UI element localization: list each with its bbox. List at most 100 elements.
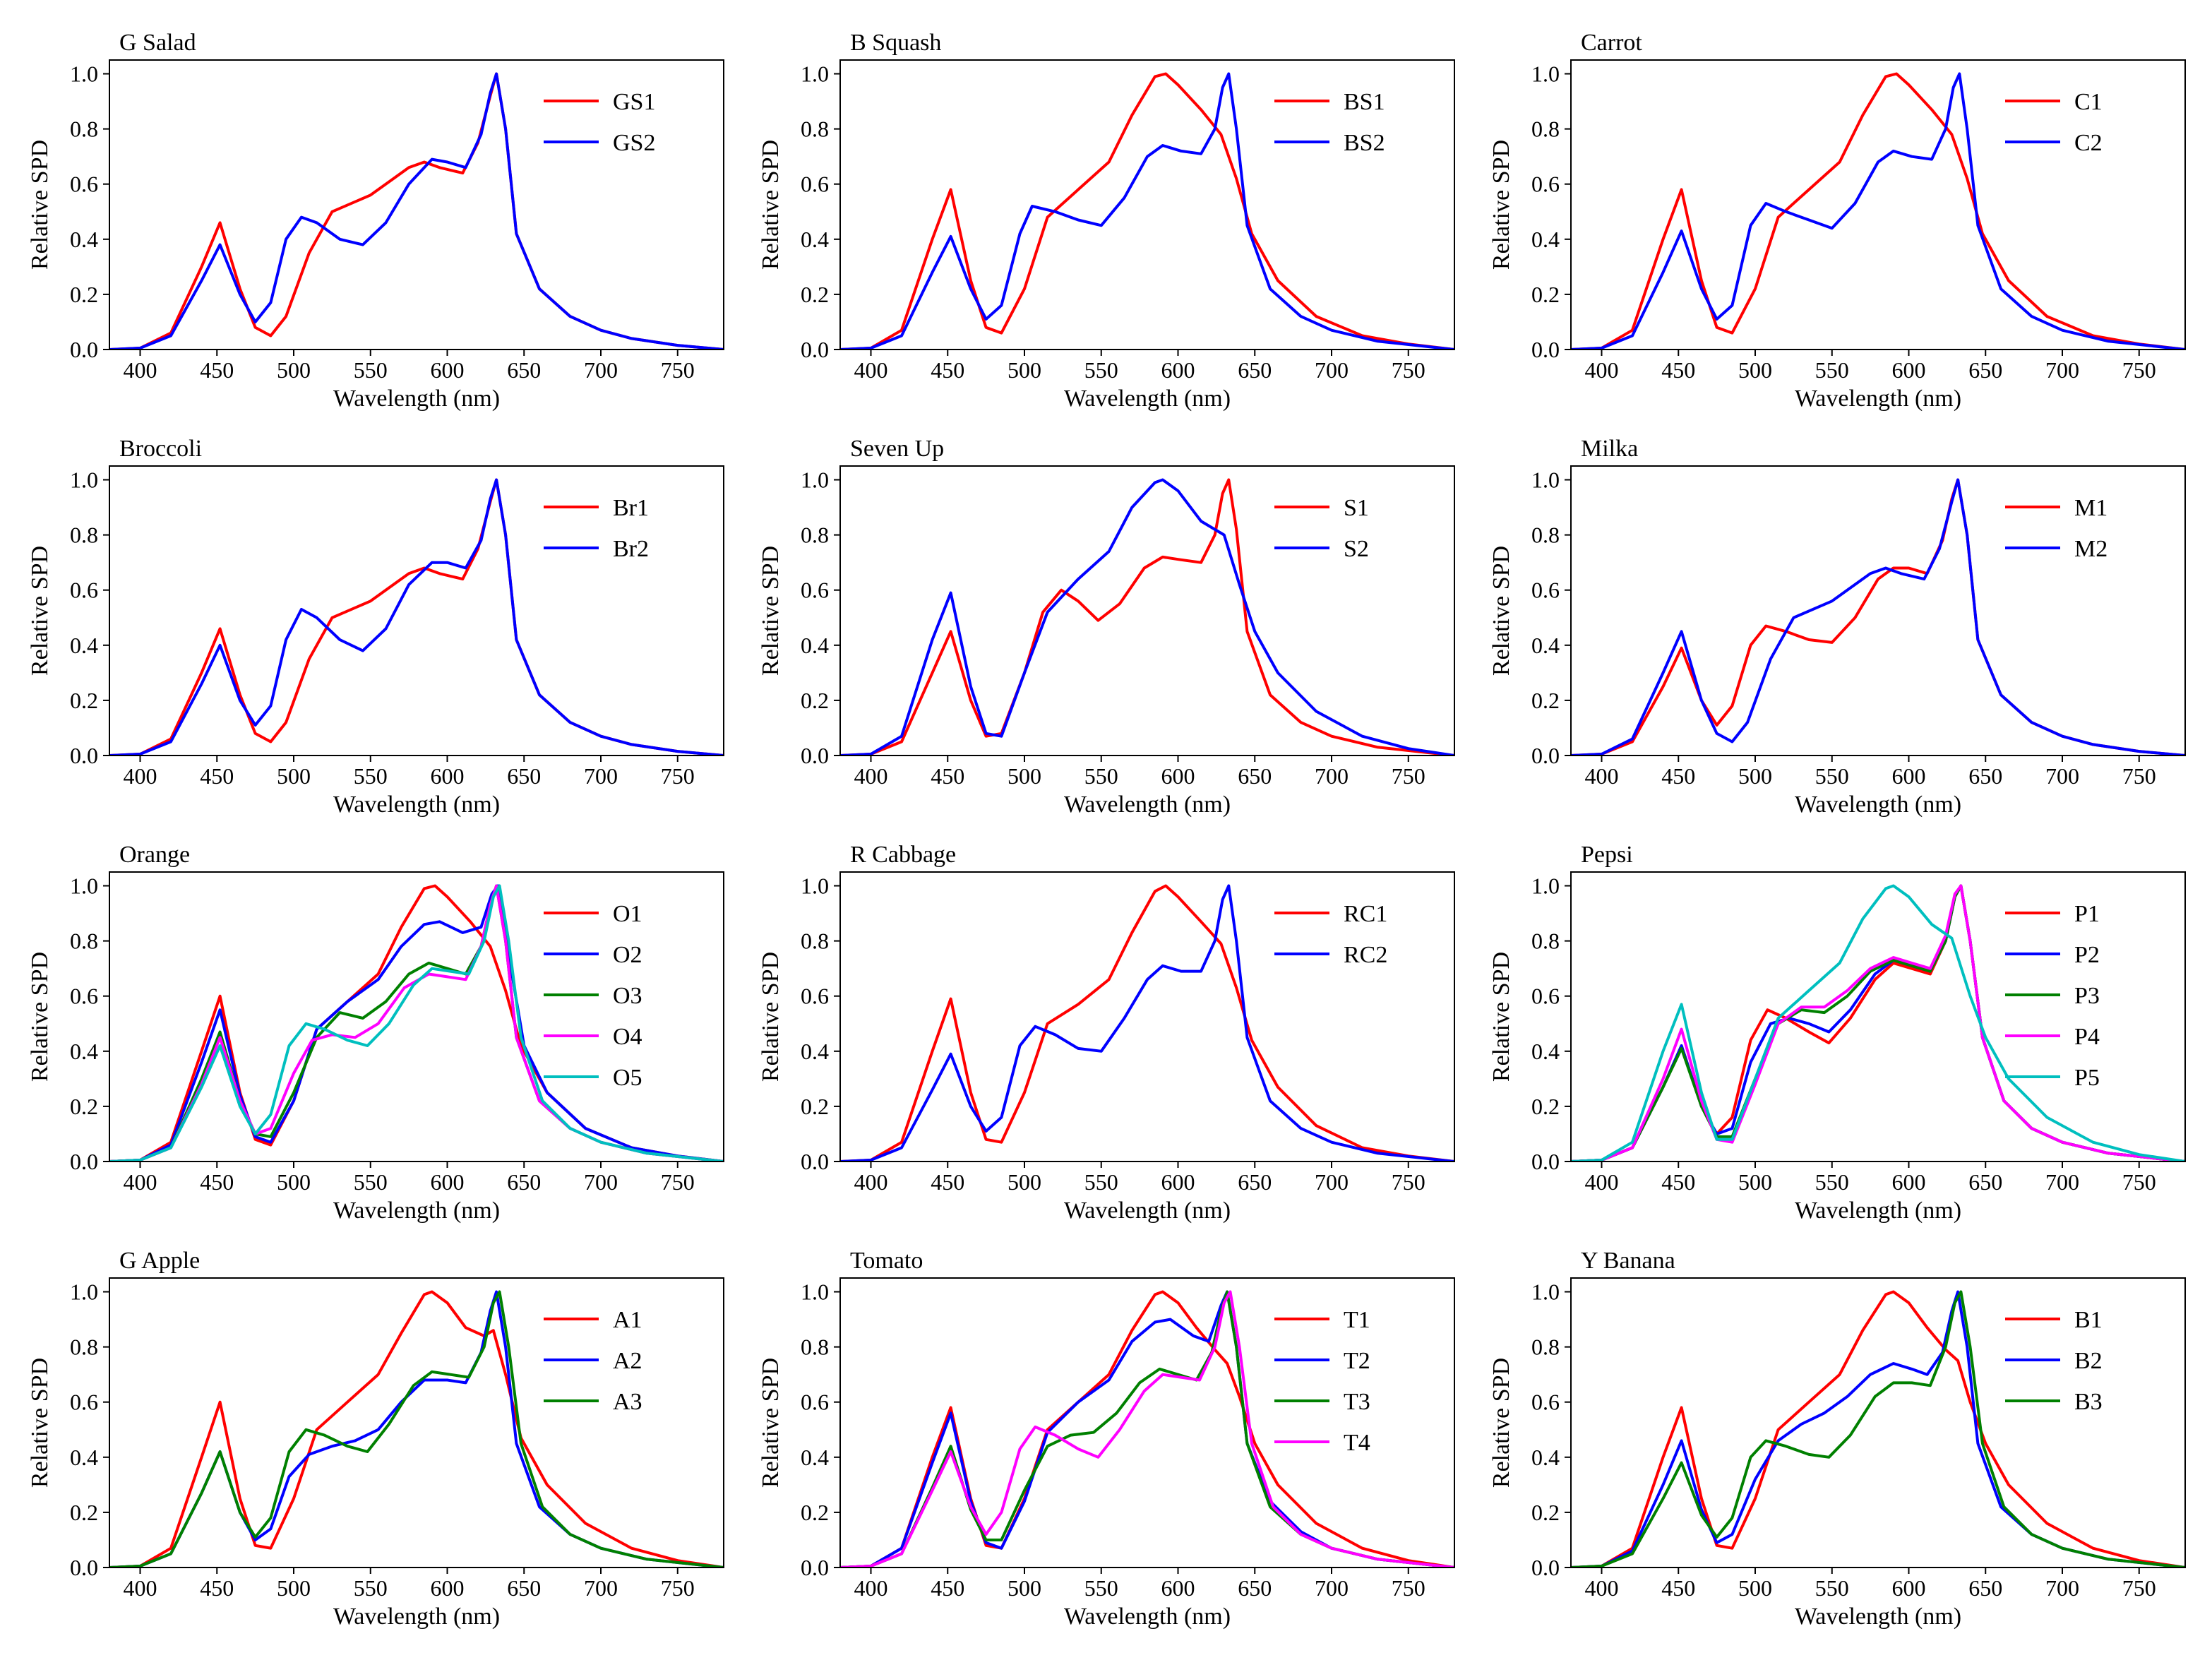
legend-label: B3	[2074, 1389, 2103, 1415]
x-tick-label: 650	[1238, 1575, 1272, 1601]
x-tick-label: 750	[661, 763, 695, 789]
y-tick-label: 0.2	[801, 282, 829, 307]
legend-label: A2	[613, 1348, 642, 1374]
chart-carrot: Carrot 400 450 500 550 600 650 700 750 0.0 0.2 0.4 0…	[1488, 30, 2186, 412]
chart-milka: Milka 400 450 500 550 600 650 700 750 0.0 0.2 0.4 0.…	[1488, 436, 2186, 818]
axes-frame	[1570, 59, 2186, 350]
x-tick-label: 400	[1585, 763, 1619, 789]
series-lines	[1571, 72, 2185, 350]
legend-label: BS1	[1344, 89, 1385, 115]
legend-label: RC2	[1344, 942, 1387, 968]
chart-title: Orange	[119, 842, 190, 868]
series-line-s1	[840, 478, 1454, 756]
series-line-p4	[1571, 884, 2185, 1162]
y-axis-label: Relative SPD	[758, 1358, 784, 1488]
x-tick-label: 650	[507, 763, 541, 789]
y-tick-label: 0.8	[1531, 928, 1560, 954]
series-line-rc1	[840, 884, 1454, 1162]
legend-label: S2	[1344, 536, 1369, 562]
legend: BS1 BS2	[1274, 89, 1385, 156]
x-tick-label: 500	[277, 1575, 311, 1601]
axes-frame	[109, 871, 724, 1162]
x-tick-label: 450	[931, 1575, 964, 1601]
series-line-o2	[109, 884, 724, 1162]
y-tick-label: 0.6	[1531, 578, 1560, 603]
legend-label: T2	[1344, 1348, 1370, 1374]
axes-frame	[1570, 465, 2186, 756]
legend: M1 M2	[2005, 495, 2108, 562]
y-tick-label: 0.8	[1531, 117, 1560, 142]
y-tick-label: 1.0	[1531, 61, 1560, 87]
x-tick-label: 600	[1892, 357, 1926, 383]
x-tick-label: 450	[1661, 1575, 1695, 1601]
y-axis-label: Relative SPD	[1488, 952, 1514, 1082]
x-tick-label: 600	[431, 357, 465, 383]
legend: T1 T2 T3 T4	[1274, 1307, 1370, 1456]
x-tick-label: 500	[1008, 1575, 1041, 1601]
axes-frame	[109, 1277, 724, 1568]
x-axis-label: Wavelength (nm)	[1795, 386, 1961, 412]
chart-title: B Squash	[850, 30, 941, 56]
series-line-c1	[1571, 72, 2185, 350]
x-tick-label: 750	[1392, 1575, 1425, 1601]
x-tick-label: 400	[1585, 1169, 1619, 1195]
x-tick-label: 650	[1968, 1169, 2002, 1195]
chart-orange: Orange 400 450 500 550 600 650 700 750 0.0 0.2 0.4 0…	[27, 842, 724, 1224]
series-line-bs2	[840, 72, 1454, 350]
x-tick-label: 550	[354, 763, 388, 789]
x-tick-label: 700	[584, 1169, 618, 1195]
legend-label: M1	[2074, 495, 2108, 521]
chart-tomato: Tomato 400 450 500 550 600 650 700 750 0.0 0.2 0.4 0…	[758, 1248, 1455, 1630]
axes-frame	[109, 59, 724, 350]
legend: O1 O2 O3 O4 O5	[544, 901, 642, 1091]
x-tick-label: 700	[2045, 357, 2079, 383]
x-tick-label: 400	[124, 1169, 157, 1195]
y-tick-label: 0.6	[1531, 1390, 1560, 1415]
y-axis-label: Relative SPD	[758, 952, 784, 1082]
series-line-b1	[1571, 1290, 2185, 1568]
y-tick-label: 0.2	[801, 688, 829, 713]
series-line-a1	[109, 1290, 724, 1568]
y-tick-label: 1.0	[70, 61, 98, 87]
x-tick-label: 650	[1968, 763, 2002, 789]
series-lines	[1571, 478, 2185, 756]
x-tick-label: 650	[1238, 1169, 1272, 1195]
x-tick-label: 500	[1738, 763, 1772, 789]
x-tick-label: 550	[354, 357, 388, 383]
series-line-br2	[109, 478, 724, 756]
y-tick-label: 0.0	[801, 743, 829, 768]
x-axis-label: Wavelength (nm)	[333, 386, 500, 412]
x-tick-label: 500	[1738, 1575, 1772, 1601]
x-tick-label: 500	[1008, 1169, 1041, 1195]
x-axis-label: Wavelength (nm)	[1064, 792, 1231, 818]
x-tick-label: 750	[2122, 1169, 2156, 1195]
x-tick-label: 550	[1815, 357, 1849, 383]
legend: P1 P2 P3 P4 P5	[2005, 901, 2100, 1091]
y-tick-label: 0.0	[1531, 1555, 1560, 1580]
legend: C1 C2	[2005, 89, 2103, 156]
y-tick-label: 0.8	[70, 1334, 98, 1360]
series-lines	[109, 72, 724, 350]
y-tick-label: 1.0	[801, 467, 829, 493]
y-tick-label: 0.6	[70, 1390, 98, 1415]
x-tick-label: 600	[431, 1575, 465, 1601]
y-tick-label: 0.6	[801, 172, 829, 197]
y-tick-label: 1.0	[1531, 873, 1560, 899]
y-axis-label: Relative SPD	[1488, 1358, 1514, 1488]
x-tick-label: 550	[1084, 357, 1118, 383]
x-tick-label: 600	[431, 1169, 465, 1195]
series-line-t4	[840, 1290, 1454, 1568]
x-axis-label: Wavelength (nm)	[333, 792, 500, 818]
chart-title: Y Banana	[1581, 1248, 1675, 1274]
chart-title: Tomato	[850, 1248, 923, 1274]
legend-label: Br2	[613, 536, 649, 562]
x-tick-label: 600	[1892, 1575, 1926, 1601]
legend-label: P4	[2074, 1024, 2100, 1050]
y-tick-label: 0.8	[801, 928, 829, 954]
x-tick-label: 650	[1238, 357, 1272, 383]
series-line-m2	[1571, 478, 2185, 756]
x-tick-label: 650	[507, 1169, 541, 1195]
x-tick-label: 500	[1738, 357, 1772, 383]
x-axis-label: Wavelength (nm)	[1795, 792, 1961, 818]
series-lines	[109, 478, 724, 756]
